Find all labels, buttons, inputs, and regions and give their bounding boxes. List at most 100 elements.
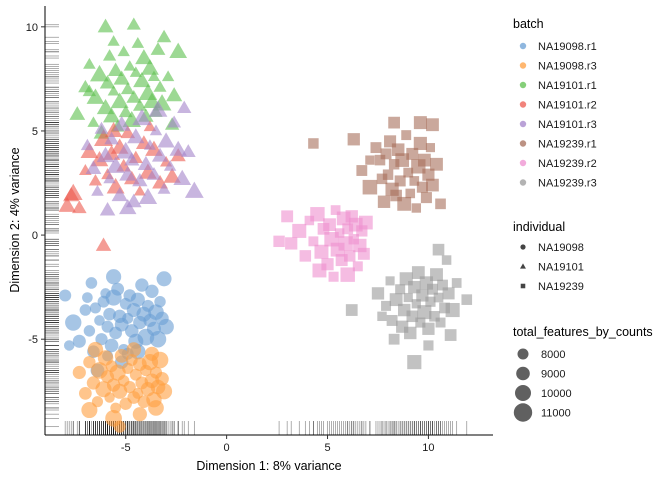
- data-point: [445, 303, 460, 318]
- data-point: [83, 325, 96, 337]
- data-point: [59, 289, 72, 302]
- data-point: [94, 121, 109, 134]
- data-point: [390, 189, 402, 202]
- data-point: [123, 60, 136, 71]
- data-point: [180, 144, 196, 157]
- data-point: [362, 179, 378, 195]
- legend-label-individual: NA19239: [538, 281, 584, 293]
- data-point: [356, 165, 368, 176]
- data-point: [149, 330, 167, 348]
- data-point: [82, 292, 93, 303]
- x-ticks: -5 0 5 10: [121, 435, 435, 454]
- data-point: [167, 115, 182, 128]
- data-point: [435, 317, 446, 328]
- data-point: [461, 294, 473, 305]
- data-point: [120, 125, 136, 139]
- legend-swatch-icon: [519, 159, 527, 167]
- data-point: [304, 215, 315, 226]
- data-point: [148, 100, 168, 117]
- data-point: [107, 85, 120, 96]
- data-point: [106, 156, 125, 173]
- data-point: [99, 202, 116, 216]
- data-point: [156, 29, 172, 43]
- data-point: [117, 45, 130, 57]
- data-point: [78, 386, 92, 400]
- data-point: [104, 131, 119, 145]
- data-point: [89, 64, 109, 82]
- data-point: [114, 348, 129, 363]
- data-point: [116, 141, 136, 159]
- legend-title-batch: batch: [513, 17, 544, 31]
- data-point: [430, 268, 443, 282]
- data-point: [81, 401, 98, 419]
- data-point: [310, 207, 325, 222]
- data-point: [131, 37, 145, 48]
- x-tick-label: 0: [224, 442, 230, 454]
- data-point: [104, 338, 119, 353]
- data-point: [403, 292, 413, 303]
- data-point: [342, 223, 354, 235]
- legend-swatch-icon: [519, 81, 527, 89]
- x-tick-label: 10: [422, 442, 434, 454]
- x-tick-label: 5: [324, 442, 330, 454]
- legend-swatch-icon: [519, 101, 527, 108]
- data-point: [113, 420, 126, 433]
- data-point: [82, 84, 97, 97]
- data-point: [132, 173, 148, 187]
- data-point: [347, 133, 360, 146]
- data-point: [149, 124, 163, 136]
- data-point: [79, 304, 92, 316]
- y-ticks: -5 0 5 10: [26, 22, 45, 346]
- legend-label-size: 9000: [541, 369, 565, 381]
- data-point: [388, 333, 400, 345]
- data-point: [184, 181, 204, 198]
- data-point: [130, 292, 145, 307]
- data-point: [69, 106, 86, 120]
- data-point: [357, 247, 370, 260]
- legend-label-batch: NA19098.r3: [538, 61, 597, 73]
- data-point: [83, 57, 96, 69]
- data-point: [376, 173, 388, 185]
- data-point: [86, 88, 105, 104]
- data-point: [334, 228, 345, 238]
- data-point: [95, 333, 108, 346]
- data-point: [103, 107, 121, 123]
- legend-label-batch: NA19239.r2: [538, 158, 597, 170]
- data-point: [146, 166, 162, 180]
- data-point: [144, 346, 160, 361]
- data-point: [314, 244, 329, 259]
- data-point: [377, 311, 387, 322]
- data-point: [430, 157, 443, 171]
- data-point: [394, 175, 406, 187]
- data-point: [63, 187, 80, 202]
- data-point: [119, 165, 137, 181]
- data-point: [308, 236, 319, 247]
- data-point: [83, 355, 96, 369]
- data-point: [418, 153, 431, 167]
- data-point: [407, 355, 422, 370]
- data-point: [155, 371, 169, 386]
- data-point: [345, 304, 358, 316]
- data-point: [403, 167, 414, 178]
- legend-label-batch: NA19098.r1: [538, 41, 597, 53]
- data-point: [91, 184, 104, 196]
- data-point: [432, 243, 445, 256]
- data-point: [123, 381, 136, 394]
- data-point: [426, 178, 439, 192]
- data-point: [132, 108, 152, 126]
- data-point: [426, 283, 438, 295]
- data-point: [441, 255, 452, 265]
- x-axis-title: Dimension 1: 8% variance: [196, 459, 341, 473]
- data-point: [166, 87, 183, 102]
- data-point: [102, 49, 117, 61]
- data-point: [273, 235, 285, 248]
- data-point: [111, 282, 125, 296]
- data-point: [386, 314, 398, 326]
- data-point: [112, 383, 128, 399]
- data-point: [299, 250, 312, 262]
- legend-label-batch: NA19101.r1: [538, 80, 597, 92]
- data-point: [71, 200, 87, 214]
- data-point: [308, 138, 319, 149]
- data-point: [145, 284, 159, 298]
